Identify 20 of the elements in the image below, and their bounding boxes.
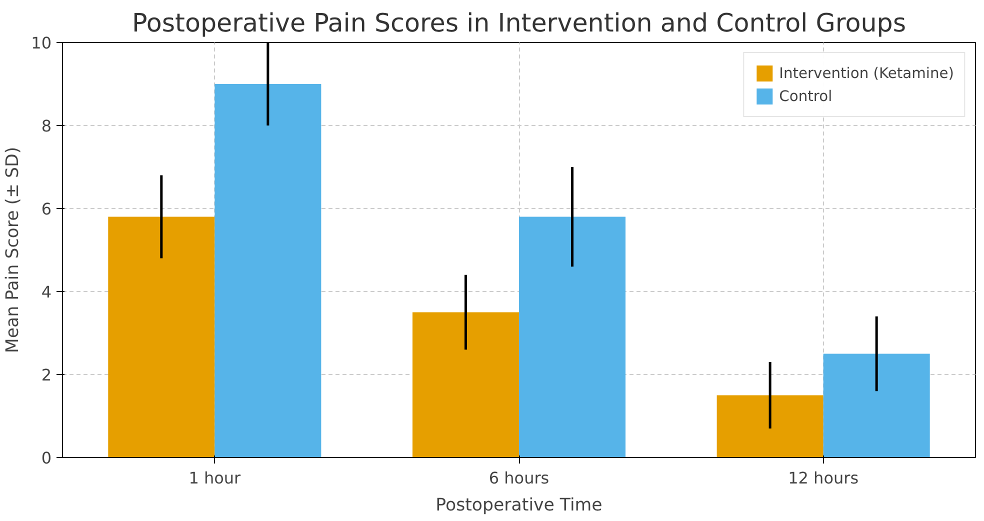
y-tick-label: 2 [41, 366, 52, 384]
x-axis-title: Postoperative Time [436, 496, 602, 516]
chart-title: Postoperative Pain Scores in Intervention and Control Groups [132, 8, 906, 38]
x-tick-label: 1 hour [188, 468, 242, 488]
x-tick-label: 12 hours [788, 468, 859, 488]
y-tick-label: 0 [41, 448, 52, 468]
bar [823, 354, 930, 458]
legend-label: Control [779, 88, 832, 104]
bar [108, 216, 215, 458]
y-tick-label: 4 [41, 282, 52, 302]
legend-label: Intervention (Ketamine) [779, 64, 954, 82]
y-tick-label: 8 [41, 116, 52, 136]
y-tick-label: 6 [41, 200, 52, 218]
bar [519, 216, 626, 458]
x-tick-label: 6 hours [488, 468, 550, 488]
y-tick-label: 10 [31, 34, 52, 52]
bar [214, 84, 322, 458]
bar [716, 395, 824, 458]
bar [412, 312, 519, 458]
y-axis-title: Mean Pain Score (± SD) [3, 146, 24, 354]
